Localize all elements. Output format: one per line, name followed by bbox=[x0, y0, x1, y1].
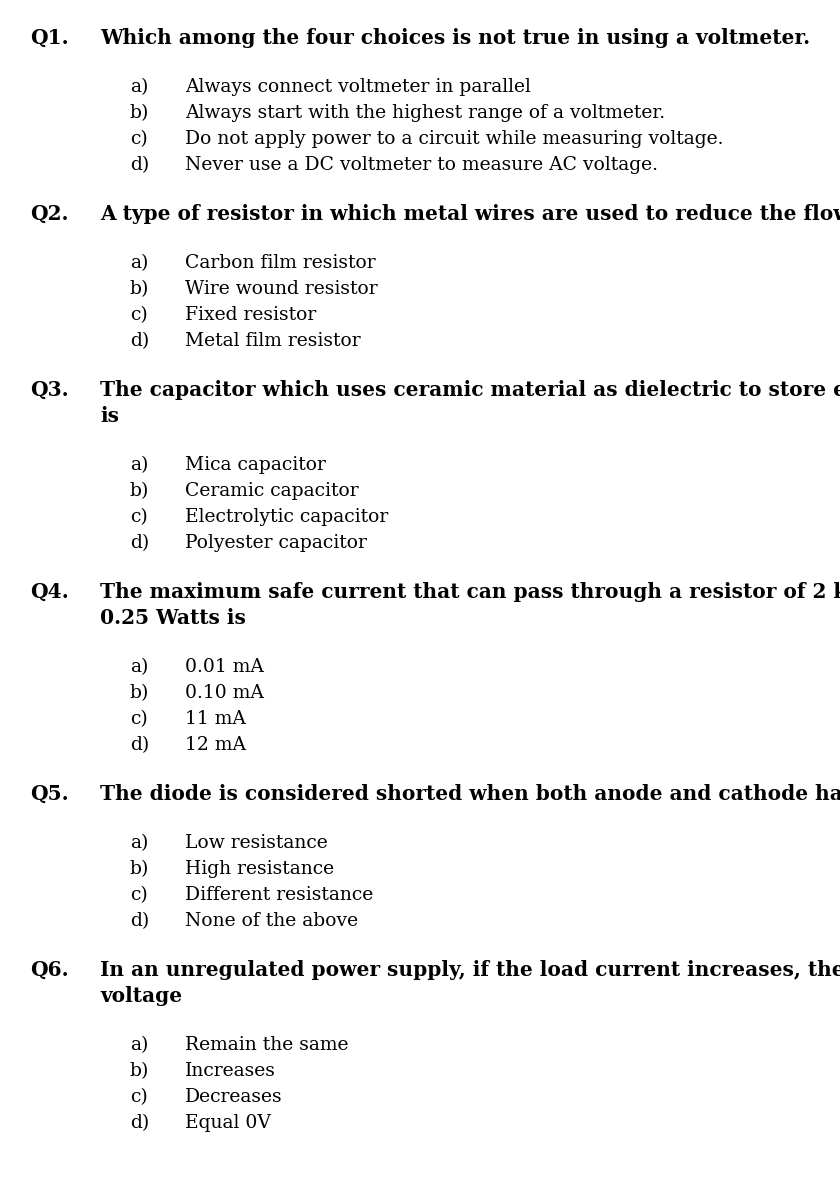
Text: Different resistance: Different resistance bbox=[185, 886, 373, 904]
Text: d): d) bbox=[130, 912, 150, 930]
Text: b): b) bbox=[130, 1062, 150, 1080]
Text: Electrolytic capacitor: Electrolytic capacitor bbox=[185, 508, 388, 526]
Text: is: is bbox=[100, 406, 119, 426]
Text: d): d) bbox=[130, 1114, 150, 1132]
Text: 0.10 mA: 0.10 mA bbox=[185, 684, 264, 702]
Text: Low resistance: Low resistance bbox=[185, 834, 328, 852]
Text: a): a) bbox=[130, 456, 149, 474]
Text: c): c) bbox=[130, 886, 148, 904]
Text: Always start with the highest range of a voltmeter.: Always start with the highest range of a… bbox=[185, 104, 665, 122]
Text: The diode is considered shorted when both anode and cathode has: The diode is considered shorted when bot… bbox=[100, 784, 840, 804]
Text: Metal film resistor: Metal film resistor bbox=[185, 332, 360, 350]
Text: Never use a DC voltmeter to measure AC voltage.: Never use a DC voltmeter to measure AC v… bbox=[185, 156, 658, 174]
Text: b): b) bbox=[130, 280, 150, 298]
Text: High resistance: High resistance bbox=[185, 860, 334, 878]
Text: d): d) bbox=[130, 332, 150, 350]
Text: Q2.: Q2. bbox=[30, 204, 69, 224]
Text: d): d) bbox=[130, 534, 150, 552]
Text: b): b) bbox=[130, 482, 150, 500]
Text: d): d) bbox=[130, 736, 150, 754]
Text: voltage: voltage bbox=[100, 986, 182, 1006]
Text: Always connect voltmeter in parallel: Always connect voltmeter in parallel bbox=[185, 78, 531, 96]
Text: A type of resistor in which metal wires are used to reduce the flow of current.: A type of resistor in which metal wires … bbox=[100, 204, 840, 224]
Text: a): a) bbox=[130, 834, 149, 852]
Text: c): c) bbox=[130, 306, 148, 324]
Text: 11 mA: 11 mA bbox=[185, 710, 246, 728]
Text: Which among the four choices is not true in using a voltmeter.: Which among the four choices is not true… bbox=[100, 28, 810, 48]
Text: a): a) bbox=[130, 78, 149, 96]
Text: Carbon film resistor: Carbon film resistor bbox=[185, 254, 375, 272]
Text: c): c) bbox=[130, 1088, 148, 1106]
Text: In an unregulated power supply, if the load current increases, the output: In an unregulated power supply, if the l… bbox=[100, 960, 840, 980]
Text: d): d) bbox=[130, 156, 150, 174]
Text: Q4.: Q4. bbox=[30, 582, 69, 602]
Text: None of the above: None of the above bbox=[185, 912, 358, 930]
Text: a): a) bbox=[130, 1036, 149, 1054]
Text: c): c) bbox=[130, 710, 148, 728]
Text: Mica capacitor: Mica capacitor bbox=[185, 456, 326, 474]
Text: Decreases: Decreases bbox=[185, 1088, 282, 1106]
Text: The maximum safe current that can pass through a resistor of 2 kΩ rated at: The maximum safe current that can pass t… bbox=[100, 582, 840, 602]
Text: Remain the same: Remain the same bbox=[185, 1036, 349, 1054]
Text: Equal 0V: Equal 0V bbox=[185, 1114, 270, 1132]
Text: Q3.: Q3. bbox=[30, 380, 69, 400]
Text: Polyester capacitor: Polyester capacitor bbox=[185, 534, 367, 552]
Text: Q5.: Q5. bbox=[30, 784, 69, 804]
Text: b): b) bbox=[130, 860, 150, 878]
Text: c): c) bbox=[130, 130, 148, 148]
Text: Q1.: Q1. bbox=[30, 28, 69, 48]
Text: Ceramic capacitor: Ceramic capacitor bbox=[185, 482, 359, 500]
Text: b): b) bbox=[130, 684, 150, 702]
Text: c): c) bbox=[130, 508, 148, 526]
Text: 12 mA: 12 mA bbox=[185, 736, 246, 754]
Text: a): a) bbox=[130, 254, 149, 272]
Text: a): a) bbox=[130, 658, 149, 676]
Text: Q6.: Q6. bbox=[30, 960, 69, 980]
Text: The capacitor which uses ceramic material as dielectric to store electric charge: The capacitor which uses ceramic materia… bbox=[100, 380, 840, 400]
Text: Fixed resistor: Fixed resistor bbox=[185, 306, 316, 324]
Text: 0.25 Watts is: 0.25 Watts is bbox=[100, 608, 246, 628]
Text: Wire wound resistor: Wire wound resistor bbox=[185, 280, 378, 298]
Text: Do not apply power to a circuit while measuring voltage.: Do not apply power to a circuit while me… bbox=[185, 130, 723, 148]
Text: 0.01 mA: 0.01 mA bbox=[185, 658, 264, 676]
Text: b): b) bbox=[130, 104, 150, 122]
Text: Increases: Increases bbox=[185, 1062, 276, 1080]
